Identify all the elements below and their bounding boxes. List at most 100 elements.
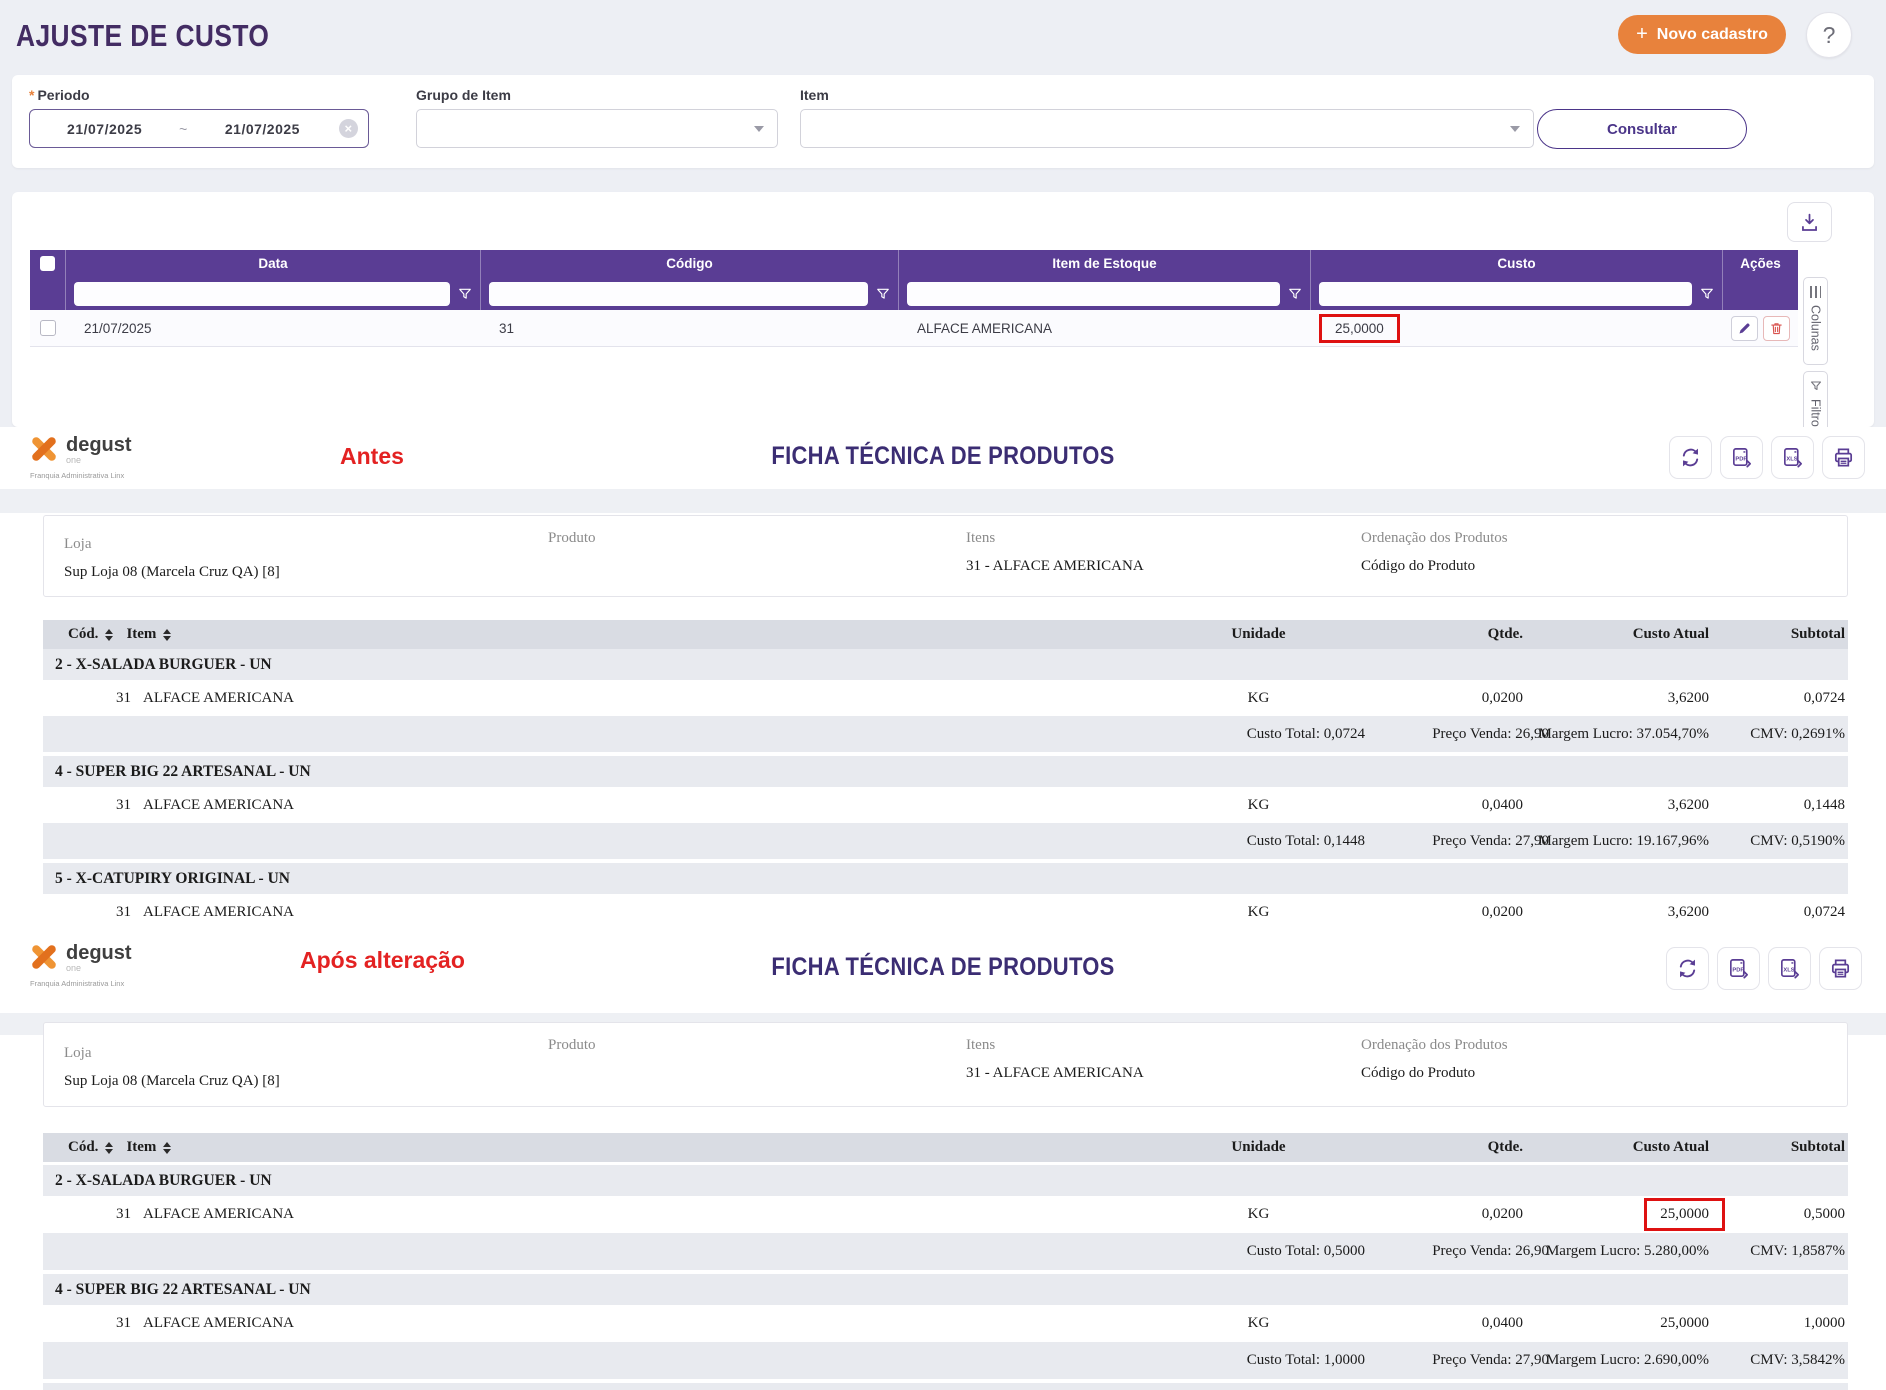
header-subtotal: Subtotal xyxy=(1790,626,1845,642)
refresh-button[interactable] xyxy=(1666,947,1709,990)
itens-value: 31 - ALFACE AMERICANA xyxy=(966,558,1144,574)
cell-custo-atual: 25,0000 xyxy=(1660,1315,1709,1331)
cell-cod: 31 xyxy=(116,796,131,813)
header-item[interactable]: Item xyxy=(126,626,157,642)
filter-input-data[interactable] xyxy=(74,281,450,306)
cell-item: ALFACE AMERICANA xyxy=(143,1315,294,1331)
cell-unidade: KG xyxy=(1247,903,1270,920)
header-unidade: Unidade xyxy=(1231,626,1286,642)
detail-row: 31 ALFACE AMERICANA KG 0,0200 25,0000 0,5… xyxy=(43,1196,1848,1233)
detail-row-clipped: 31 ALFACE AMERICANA KG 0,0200 3,6200 0,07… xyxy=(43,894,1848,925)
sort-icon[interactable] xyxy=(163,628,172,641)
logo-brand: degust xyxy=(66,942,132,964)
table-side-tabs: Colunas Filtros xyxy=(1803,277,1828,447)
help-button[interactable]: ? xyxy=(1806,12,1852,58)
itens-value: 31 - ALFACE AMERICANA xyxy=(966,1065,1144,1081)
plus-icon: + xyxy=(1636,23,1648,45)
funnel-icon[interactable] xyxy=(1288,287,1302,301)
report-table-header: Cód. Item Unidade Qtde. Custo Atual Subt… xyxy=(43,620,1848,649)
columns-icon xyxy=(1810,286,1821,298)
custo-total: Custo Total: 0,0724 xyxy=(1246,726,1365,742)
column-header-codigo[interactable]: Código xyxy=(481,250,899,277)
chevron-down-icon xyxy=(1510,126,1520,132)
logo-tagline: Franquia Administrativa Linx xyxy=(30,979,125,988)
consultar-button[interactable]: Consultar xyxy=(1537,109,1747,149)
periodo-start-value[interactable]: 21/07/2025 xyxy=(67,120,143,137)
print-button[interactable] xyxy=(1822,436,1865,479)
cell-unidade: KG xyxy=(1247,796,1270,813)
item-select[interactable] xyxy=(800,109,1534,148)
required-asterisk: * xyxy=(29,87,35,103)
cell-custo-highlighted: 25,0000 xyxy=(1319,313,1400,343)
consultar-label: Consultar xyxy=(1606,120,1677,138)
degust-logo-icon xyxy=(28,435,60,463)
delete-button[interactable] xyxy=(1763,315,1790,341)
funnel-icon[interactable] xyxy=(876,287,890,301)
filter-input-item[interactable] xyxy=(907,281,1280,306)
detail-row: 31 ALFACE AMERICANA KG 0,0400 25,0000 1,0… xyxy=(43,1305,1848,1342)
periodo-range-input[interactable]: 21/07/2025 ~ 21/07/2025 × xyxy=(29,109,369,148)
header-cod[interactable]: Cód. xyxy=(68,626,99,642)
cmv: CMV: 0,5190% xyxy=(1750,833,1845,849)
group-row: 5 - X-CATUPIRY ORIGINAL - UN xyxy=(43,863,1848,894)
margem-lucro: Margem Lucro: 37.054,70% xyxy=(1538,726,1709,742)
cmv: CMV: 1,8587% xyxy=(1750,1243,1845,1259)
export-download-button[interactable] xyxy=(1787,202,1832,242)
export-pdf-button[interactable]: PDF xyxy=(1717,947,1760,990)
page-title: AJUSTE DE CUSTO xyxy=(16,18,270,53)
loja-label: Loja xyxy=(64,536,92,552)
detail-row: 31 ALFACE AMERICANA KG 0,0400 3,6200 0,14… xyxy=(43,787,1848,823)
logo-one: one xyxy=(66,963,82,973)
report-toolbar: PDF XLS xyxy=(1666,947,1862,990)
loja-label: Loja xyxy=(64,1045,92,1061)
cell-custo-atual: 3,6200 xyxy=(1667,796,1709,813)
report-table-antes: Cód. Item Unidade Qtde. Custo Atual Subt… xyxy=(43,620,1848,925)
degust-logo-icon xyxy=(28,943,60,971)
cell-subtotal: 0,1448 xyxy=(1803,796,1845,813)
summary-row: Custo Total: 0,1448 Preço Venda: 27,90 M… xyxy=(43,823,1848,859)
trash-icon xyxy=(1771,322,1782,334)
export-pdf-button[interactable]: PDF xyxy=(1720,436,1763,479)
column-header-data[interactable]: Data xyxy=(66,250,481,277)
ordenacao-value: Código do Produto xyxy=(1361,558,1476,574)
cell-qtde: 0,0200 xyxy=(1481,1206,1523,1222)
colunas-tab[interactable]: Colunas xyxy=(1803,277,1828,365)
refresh-icon xyxy=(1682,448,1699,467)
column-header-item-de-estoque[interactable]: Item de Estoque xyxy=(899,250,1311,277)
periodo-end-value[interactable]: 21/07/2025 xyxy=(224,120,300,137)
print-button[interactable] xyxy=(1819,947,1862,990)
sort-icon[interactable] xyxy=(163,1141,172,1154)
ficha-tecnica-apos: degust one Franquia Administrativa Linx … xyxy=(0,925,1886,1390)
column-header-custo[interactable]: Custo xyxy=(1311,250,1723,277)
row-checkbox[interactable] xyxy=(40,320,56,336)
export-xls-button[interactable]: XLS xyxy=(1768,947,1811,990)
filter-input-custo[interactable] xyxy=(1319,281,1692,306)
colunas-tab-label: Colunas xyxy=(1808,305,1823,351)
edit-button[interactable] xyxy=(1731,315,1758,341)
cell-unidade: KG xyxy=(1247,1315,1270,1331)
divider-strip xyxy=(0,489,1886,513)
sort-icon[interactable] xyxy=(105,628,114,641)
group-row-clipped: 5 - X-CATUPIRY ORIGINAL - UN xyxy=(43,1383,1848,1390)
filter-input-codigo[interactable] xyxy=(489,281,868,306)
column-header-acoes: Ações xyxy=(1740,256,1781,271)
refresh-button[interactable] xyxy=(1669,436,1712,479)
cell-item: ALFACE AMERICANA xyxy=(143,1206,294,1222)
grupo-de-item-select[interactable] xyxy=(416,109,778,148)
header-cod[interactable]: Cód. xyxy=(68,1139,99,1155)
logo-brand: degust xyxy=(66,434,132,456)
preco-venda: Preço Venda: 26,90 xyxy=(1432,726,1549,742)
filtros-tab-label: Filtros xyxy=(1808,399,1823,434)
select-all-checkbox[interactable] xyxy=(40,256,55,271)
novo-cadastro-button[interactable]: + Novo cadastro xyxy=(1618,15,1786,54)
table-row[interactable]: 21/07/2025 31 ALFACE AMERICANA 25,0000 xyxy=(30,310,1798,347)
header-item[interactable]: Item xyxy=(126,1139,157,1155)
cell-unidade: KG xyxy=(1247,689,1270,706)
funnel-icon[interactable] xyxy=(458,287,472,301)
funnel-icon[interactable] xyxy=(1700,287,1714,301)
sort-icon[interactable] xyxy=(105,1141,114,1154)
clear-date-icon[interactable]: × xyxy=(339,119,358,138)
export-xls-button[interactable]: XLS xyxy=(1771,436,1814,479)
cell-unidade: KG xyxy=(1247,1206,1270,1222)
